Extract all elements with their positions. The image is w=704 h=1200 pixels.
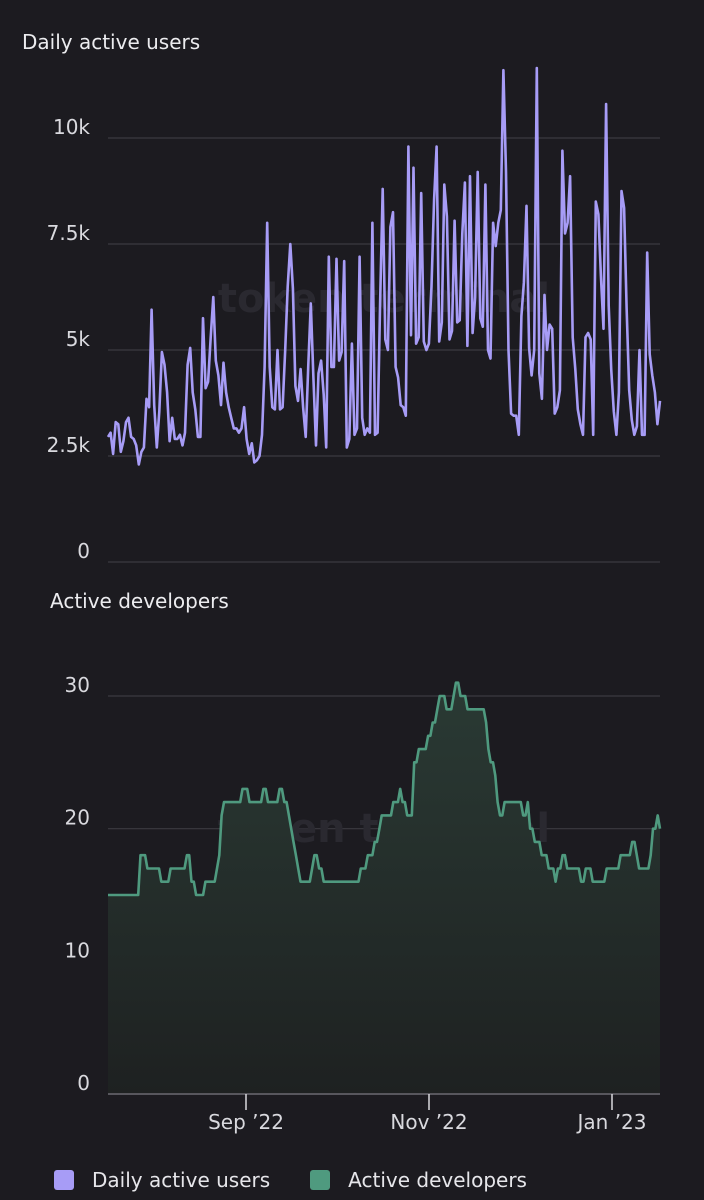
y-tick-label-0-3: 7.5k	[47, 221, 91, 245]
dev-chart-title: Active developers	[50, 589, 229, 613]
x-tick-label-1: Nov ’22	[390, 1110, 467, 1134]
dau-series-line	[106, 66, 662, 466]
y-tick-label-0-1: 2.5k	[47, 433, 91, 457]
legend-item-dev[interactable]: Active developers	[310, 1168, 527, 1192]
y-tick-label-0-0: 0	[77, 539, 90, 563]
x-tick-label-0: Sep ’22	[208, 1110, 284, 1134]
y-tick-label-0-2: 5k	[66, 327, 91, 351]
x-tick-label-2: Jan ’23	[576, 1110, 647, 1134]
legend-label-dau: Daily active users	[92, 1168, 271, 1192]
legend: Daily active users Active developers	[54, 1168, 567, 1192]
y-tick-label-1-2: 20	[65, 806, 90, 830]
y-tick-label-1-0: 0	[77, 1071, 90, 1095]
dev-area-fill	[108, 682, 660, 1094]
y-tick-label-1-3: 30	[65, 673, 90, 697]
legend-label-dev: Active developers	[348, 1168, 527, 1192]
dau-swatch	[54, 1170, 74, 1190]
dev-series-line	[108, 681, 662, 897]
y-tick-label-0-4: 10k	[53, 115, 90, 139]
legend-item-dau[interactable]: Daily active users	[54, 1168, 270, 1192]
y-tick-label-1-1: 10	[65, 938, 90, 962]
dev-swatch	[310, 1170, 331, 1190]
dau-chart-title: Daily active users	[22, 30, 201, 54]
